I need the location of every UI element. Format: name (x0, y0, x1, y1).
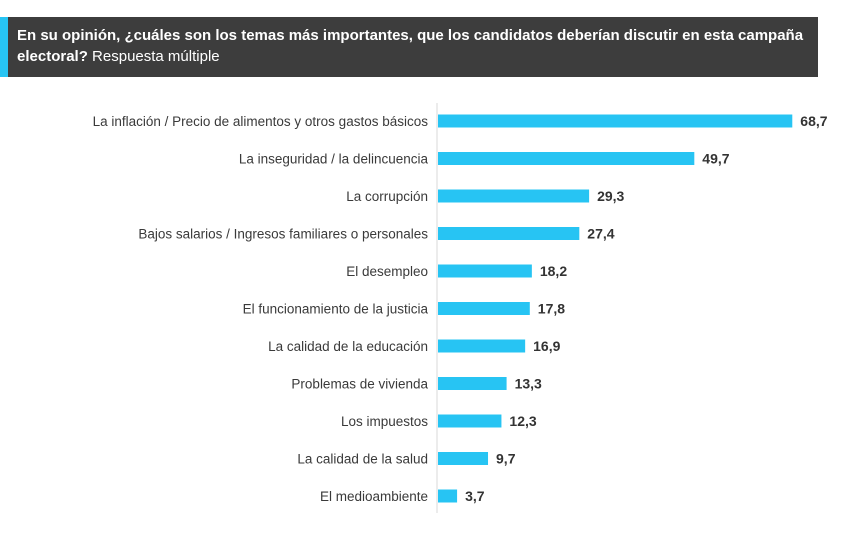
bar (438, 339, 526, 353)
bar (438, 227, 580, 240)
bar (438, 489, 458, 503)
data-label: 16,9 (533, 338, 560, 354)
chart-title: En su opinión, ¿cuáles son los temas más… (17, 25, 807, 67)
data-label: 13,3 (515, 376, 542, 392)
header-accent-bar (0, 17, 8, 77)
chart-header: En su opinión, ¿cuáles son los temas más… (0, 17, 818, 77)
data-label: 18,2 (540, 263, 567, 279)
bar (438, 302, 530, 315)
chart-subtitle: Respuesta múltiple (92, 48, 220, 65)
data-label: 27,4 (587, 226, 614, 242)
data-label: 49,7 (702, 151, 729, 167)
bar (438, 152, 695, 165)
chart-question: En su opinión, ¿cuáles son los temas más… (17, 27, 804, 65)
category-label: La calidad de la educación (268, 339, 428, 354)
bar (438, 377, 507, 390)
data-label: 9,7 (496, 451, 516, 467)
bar (438, 264, 532, 278)
data-label: 3,7 (465, 488, 485, 504)
data-label: 17,8 (538, 301, 565, 317)
bar (438, 452, 489, 465)
category-label: Problemas de vivienda (291, 377, 428, 392)
category-label: La inseguridad / la delincuencia (239, 152, 429, 167)
category-label: El funcionamiento de la justicia (243, 302, 429, 317)
category-label: Bajos salarios / Ingresos familiares o p… (138, 227, 428, 242)
category-label: Los impuestos (341, 414, 428, 429)
bar (438, 414, 502, 428)
data-label: 68,7 (800, 113, 827, 129)
category-label: La inflación / Precio de alimentos y otr… (93, 114, 429, 129)
category-label: La corrupción (346, 189, 428, 204)
category-label: La calidad de la salud (297, 452, 428, 467)
bar (438, 189, 590, 203)
data-label: 29,3 (597, 188, 624, 204)
category-label: El medioambiente (320, 489, 428, 504)
category-label: El desempleo (346, 264, 428, 279)
data-label: 12,3 (509, 413, 536, 429)
bar (438, 114, 793, 128)
